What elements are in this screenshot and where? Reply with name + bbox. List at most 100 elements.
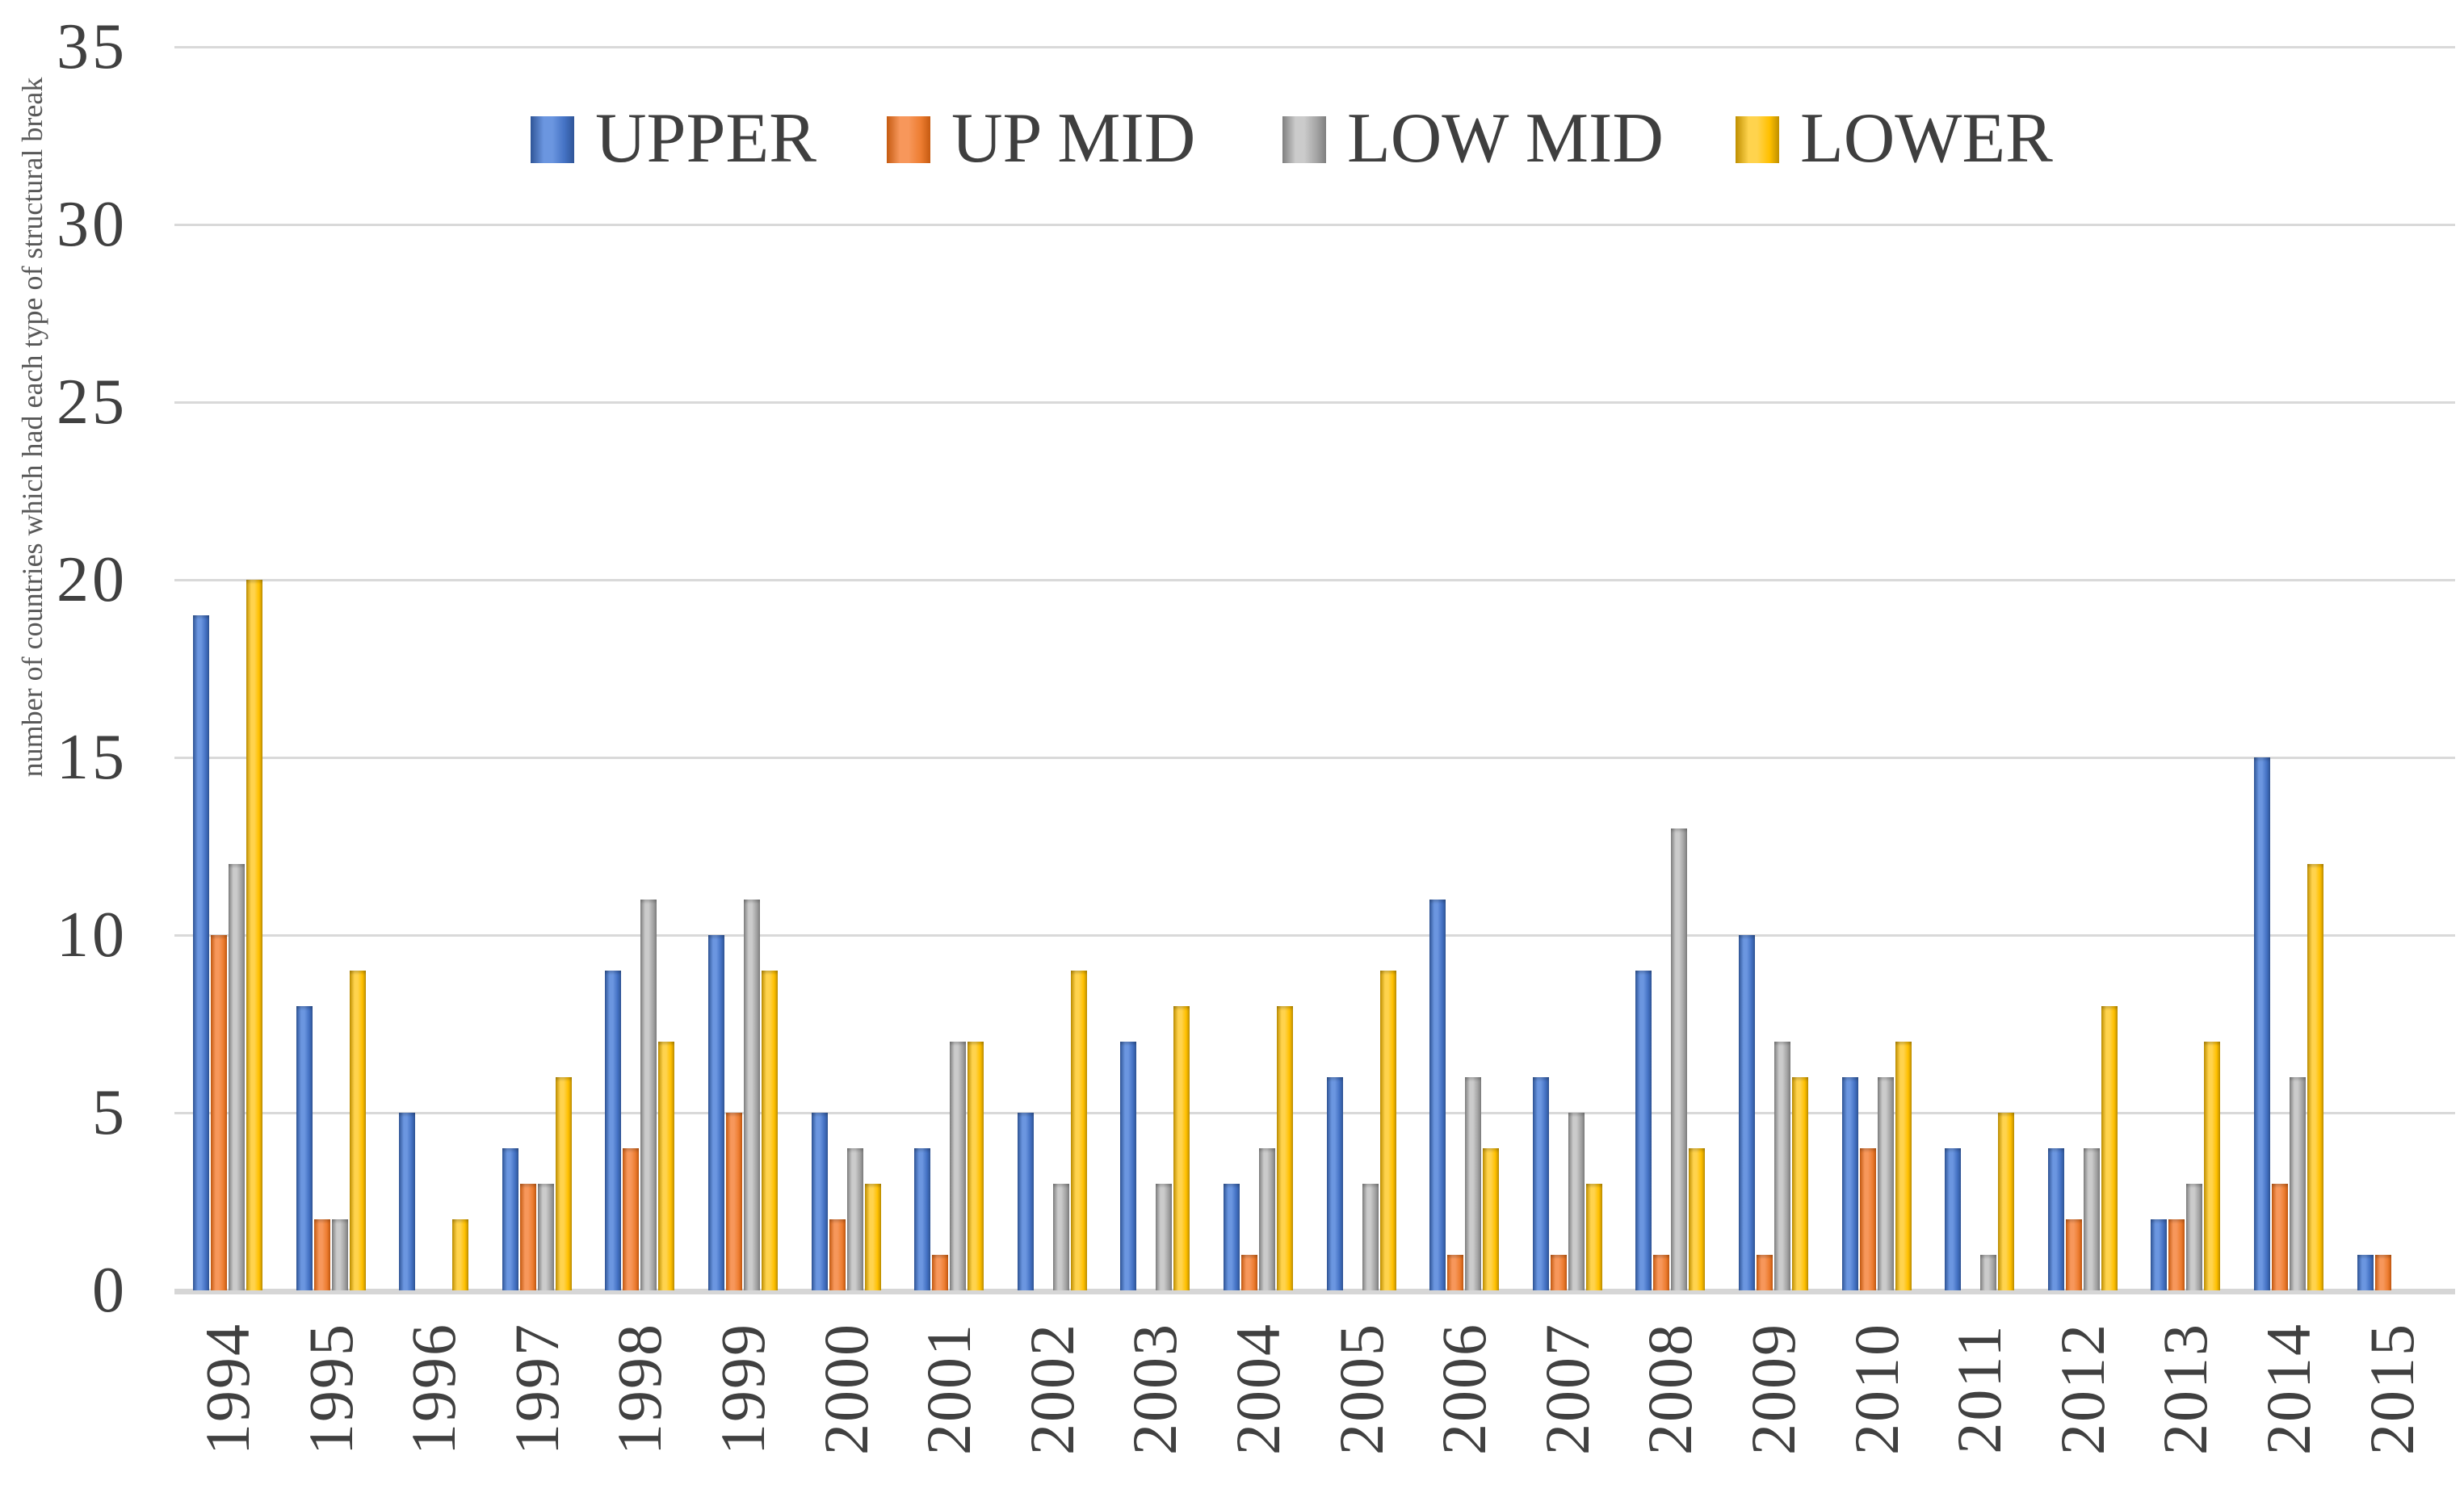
bar-lower-1997 [555, 1077, 572, 1290]
x-axis-label-1994: 1994 [192, 1323, 262, 1455]
gridline [174, 757, 2455, 759]
gridline [174, 224, 2455, 226]
bar-low-mid-2002 [1052, 1184, 1069, 1290]
bar-low-mid-1999 [744, 900, 760, 1290]
bar-upper-2011 [1945, 1148, 1962, 1290]
bar-low-mid-2000 [846, 1148, 863, 1290]
bar-upper-2015 [2357, 1255, 2374, 1290]
x-axis-label-2003: 2003 [1119, 1323, 1190, 1455]
bar-low-mid-1994 [229, 864, 245, 1290]
bar-low-mid-2004 [1259, 1148, 1275, 1290]
y-tick-label: 10 [57, 900, 128, 971]
bar-low-mid-2005 [1362, 1184, 1379, 1290]
bar-lower-2009 [1792, 1077, 1808, 1290]
bar-lower-1998 [658, 1042, 675, 1290]
legend-label-lower: LOWER [1800, 99, 2053, 178]
bar-lower-2002 [1070, 971, 1087, 1290]
bar-low-mid-2006 [1465, 1077, 1482, 1290]
x-axis-label-2015: 2015 [2356, 1323, 2427, 1455]
bar-up-mid-2009 [1757, 1255, 1773, 1290]
bar-upper-2009 [1739, 935, 1755, 1290]
bar-up-mid-2000 [829, 1219, 846, 1290]
x-axis-label-1997: 1997 [501, 1323, 572, 1455]
x-axis-label-2000: 2000 [810, 1323, 881, 1455]
bar-up-mid-1994 [211, 935, 227, 1290]
x-axis-label-2005: 2005 [1325, 1323, 1396, 1455]
bar-upper-2013 [2151, 1219, 2168, 1290]
x-axis-label-2013: 2013 [2150, 1323, 2221, 1455]
gridline [174, 1112, 2455, 1114]
bar-upper-2005 [1326, 1077, 1343, 1290]
legend-swatch-lower-icon [1736, 116, 1779, 163]
bar-low-mid-1998 [640, 900, 657, 1290]
bar-up-mid-1995 [313, 1219, 330, 1290]
legend-swatch-upper-icon [531, 116, 574, 163]
bar-lower-2004 [1277, 1006, 1293, 1290]
bar-lower-1996 [452, 1219, 469, 1290]
bar-lower-2003 [1173, 1006, 1190, 1290]
bar-low-mid-2008 [1671, 828, 1688, 1290]
bar-upper-1997 [502, 1148, 518, 1290]
bar-upper-2003 [1120, 1042, 1137, 1290]
y-tick-label: 20 [57, 544, 128, 615]
bar-lower-2012 [2101, 1006, 2118, 1290]
legend-label-upper: UPPER [595, 99, 816, 178]
bar-lower-1994 [246, 580, 262, 1290]
bar-up-mid-1997 [519, 1184, 536, 1290]
bar-upper-1996 [399, 1113, 416, 1290]
bar-lower-2006 [1483, 1148, 1500, 1290]
x-axis-label-2004: 2004 [1223, 1323, 1293, 1455]
bar-upper-1995 [296, 1006, 313, 1290]
bar-up-mid-2010 [1859, 1148, 1876, 1290]
bar-low-mid-2001 [950, 1042, 967, 1290]
bar-low-mid-2003 [1156, 1184, 1173, 1290]
bar-up-mid-1999 [726, 1113, 742, 1290]
bar-upper-2001 [914, 1148, 931, 1290]
bar-low-mid-2014 [2290, 1077, 2306, 1290]
bar-lower-2005 [1379, 971, 1396, 1290]
x-axis-label-2012: 2012 [2046, 1323, 2118, 1455]
bar-upper-2006 [1429, 900, 1446, 1290]
bar-low-mid-2010 [1877, 1077, 1894, 1290]
bar-lower-2014 [2307, 864, 2323, 1290]
bar-low-mid-2011 [1980, 1255, 1997, 1290]
bar-up-mid-2008 [1653, 1255, 1670, 1290]
bar-upper-1994 [193, 615, 209, 1290]
bar-upper-2010 [1841, 1077, 1858, 1290]
bar-low-mid-2007 [1568, 1113, 1585, 1290]
bar-lower-1995 [349, 971, 366, 1290]
x-axis-label-1996: 1996 [398, 1323, 469, 1455]
x-axis-label-2006: 2006 [1429, 1323, 1500, 1455]
bar-up-mid-2013 [2168, 1219, 2185, 1290]
bar-up-mid-2015 [2374, 1255, 2391, 1290]
bar-low-mid-2012 [2083, 1148, 2100, 1290]
legend-swatch-low-mid-icon [1282, 116, 1326, 163]
bar-upper-2014 [2254, 757, 2270, 1290]
y-tick-label: 30 [57, 189, 128, 260]
x-axis-label-2007: 2007 [1531, 1323, 1602, 1455]
gridline [174, 934, 2455, 937]
bar-lower-2000 [864, 1184, 881, 1290]
y-tick-label: 0 [92, 1255, 128, 1326]
x-axis-label-2014: 2014 [2253, 1323, 2323, 1455]
bar-upper-1999 [708, 935, 724, 1290]
legend-swatch-up-mid-icon [887, 116, 930, 163]
bar-up-mid-2014 [2272, 1184, 2288, 1290]
legend-label-low-mid: LOW MID [1347, 99, 1664, 178]
x-axis-label-2001: 2001 [913, 1323, 984, 1455]
x-axis-label-1995: 1995 [295, 1323, 366, 1455]
bar-upper-2008 [1635, 971, 1652, 1290]
bar-lower-2007 [1585, 1184, 1602, 1290]
bar-up-mid-2006 [1447, 1255, 1464, 1290]
bar-upper-1998 [605, 971, 622, 1290]
bar-upper-2002 [1017, 1113, 1034, 1290]
x-axis-label-2010: 2010 [1841, 1323, 1912, 1455]
gridline [174, 579, 2455, 581]
bar-upper-2012 [2047, 1148, 2064, 1290]
bar-low-mid-1995 [331, 1219, 348, 1290]
bar-upper-2000 [811, 1113, 828, 1290]
legend-label-up-mid: UP MID [951, 99, 1196, 178]
gridline [174, 401, 2455, 404]
